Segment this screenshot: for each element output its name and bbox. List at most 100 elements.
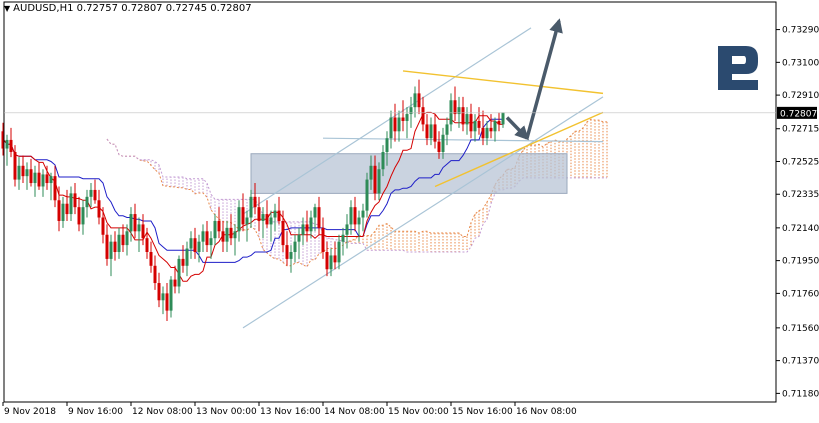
candle xyxy=(1,122,5,156)
candle xyxy=(169,276,173,318)
candle xyxy=(241,193,245,232)
candle xyxy=(145,227,149,259)
candle-body xyxy=(233,231,237,239)
candle xyxy=(453,86,457,121)
candle xyxy=(321,217,325,259)
candle-body xyxy=(41,174,45,187)
candle xyxy=(281,210,285,252)
candle-body xyxy=(209,238,213,246)
candle-body xyxy=(361,210,365,218)
candle-body xyxy=(285,245,289,259)
candle xyxy=(117,227,121,259)
candle-body xyxy=(373,165,377,194)
candle xyxy=(53,165,57,208)
candle-body xyxy=(429,124,433,139)
x-tick-label: 12 Nov 08:00 xyxy=(132,407,193,417)
candle xyxy=(57,186,61,232)
candle-body xyxy=(165,293,169,311)
candle xyxy=(449,93,453,132)
candle xyxy=(133,203,137,239)
candle-body xyxy=(133,214,137,232)
candle xyxy=(73,183,77,215)
candle xyxy=(357,210,361,242)
candle xyxy=(193,227,197,259)
candle-body xyxy=(21,165,25,177)
x-axis: 9 Nov 2018 9 Nov 16:00 12 Nov 08:00 13 Nov … xyxy=(2,402,577,417)
target-arrow xyxy=(525,18,563,139)
candle xyxy=(85,189,89,218)
candle xyxy=(249,189,253,228)
candle xyxy=(13,145,17,187)
candle xyxy=(373,155,377,201)
candle xyxy=(9,127,13,158)
candle xyxy=(309,210,313,239)
candle xyxy=(213,214,217,246)
candle xyxy=(457,96,461,128)
candle xyxy=(209,231,213,259)
candle-body xyxy=(325,252,329,270)
candle xyxy=(293,234,297,263)
candle-body xyxy=(29,169,33,184)
pullback-arrow xyxy=(505,116,529,141)
y-tick-label: 0.71950 xyxy=(782,257,819,267)
candle xyxy=(93,179,97,204)
candle-body xyxy=(157,283,161,301)
candle-body xyxy=(337,241,341,263)
candle xyxy=(49,172,53,201)
candle-body xyxy=(45,174,49,184)
dropdown-triangle-icon[interactable]: ▼ xyxy=(4,4,11,13)
candle xyxy=(65,189,69,221)
candle-body xyxy=(425,124,429,139)
candle xyxy=(157,272,161,308)
x-tick-label: 9 Nov 2018 xyxy=(4,407,56,417)
candle-body xyxy=(381,152,385,170)
candle-body xyxy=(249,196,253,218)
candle-body xyxy=(481,127,485,139)
candle xyxy=(329,248,333,277)
y-axis: 0.73290 0.73100 0.72910 0.72715 0.72525 0.723… xyxy=(776,26,819,399)
candle xyxy=(385,131,389,166)
candle xyxy=(89,183,93,208)
candle xyxy=(121,224,125,252)
candle xyxy=(481,110,485,146)
candle-body xyxy=(473,120,477,132)
candle-body xyxy=(193,238,197,252)
candle xyxy=(377,162,381,201)
candle-body xyxy=(413,93,417,108)
candle-body xyxy=(277,210,281,221)
candle-body xyxy=(365,179,369,211)
candle-body xyxy=(305,224,309,232)
candle xyxy=(29,158,33,187)
candle xyxy=(217,207,221,239)
candle-body xyxy=(289,252,293,259)
candle-body xyxy=(433,124,437,142)
current-price-label: 0.72807 xyxy=(780,109,817,119)
y-tick-label: 0.73290 xyxy=(782,26,819,36)
y-tick-label: 0.71180 xyxy=(782,389,819,399)
candle xyxy=(205,220,209,252)
candle-body xyxy=(121,234,125,246)
chart-header: ▼ AUDUSD,H1 0.72757 0.72807 0.72745 0.728… xyxy=(4,3,252,14)
candle xyxy=(245,210,249,242)
candle xyxy=(253,183,257,215)
y-tick-label: 0.72910 xyxy=(782,91,819,101)
candle-body xyxy=(225,227,229,242)
candle xyxy=(225,220,229,252)
candle xyxy=(361,203,365,232)
candle-body xyxy=(301,224,305,235)
candle xyxy=(269,210,273,242)
candle xyxy=(437,131,441,159)
candle xyxy=(37,162,41,190)
candle xyxy=(233,224,237,256)
candle-body xyxy=(453,100,457,115)
candle xyxy=(301,217,305,246)
candle-body xyxy=(269,217,273,225)
candle-body xyxy=(469,114,473,132)
candle xyxy=(125,224,129,256)
candle-body xyxy=(161,293,165,301)
x-tick-label: 15 Nov 00:00 xyxy=(388,407,449,417)
candle xyxy=(397,110,401,142)
candle-body xyxy=(185,248,189,266)
